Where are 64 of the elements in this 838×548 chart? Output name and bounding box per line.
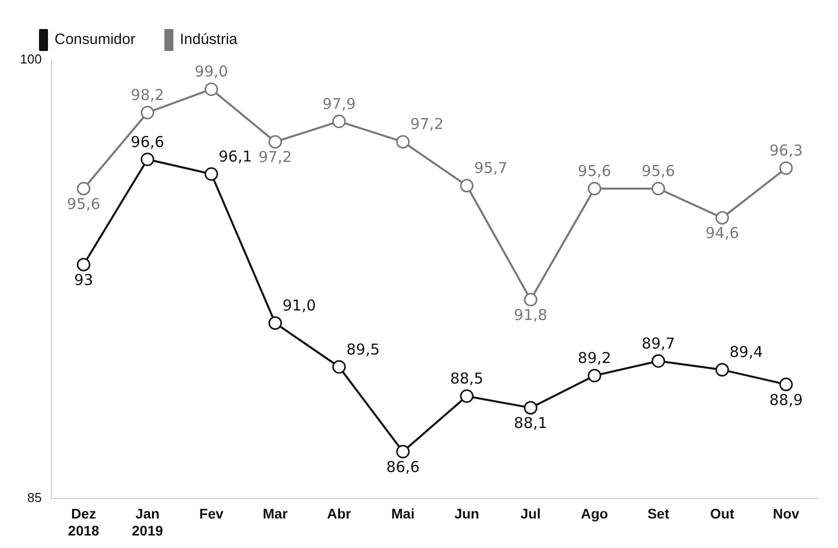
point (396, 135, 410, 149)
x-tick-label: Abr (326, 506, 352, 522)
data-label: 96,3 (769, 142, 803, 160)
data-label: 86,6 (386, 458, 420, 476)
data-label: 96,6 (130, 132, 164, 151)
point (396, 444, 410, 458)
point (140, 152, 154, 166)
point (715, 363, 729, 377)
x-tick-label: Ago (580, 506, 608, 522)
point (652, 182, 666, 196)
y-tick-label: 85 (27, 490, 42, 505)
point (140, 106, 154, 120)
data-label: 89,4 (730, 343, 763, 362)
x-tick-label: Jul (520, 506, 541, 522)
data-label: 93 (74, 270, 94, 289)
data-label: 95,6 (642, 162, 676, 180)
data-label: 91,0 (282, 296, 316, 314)
data-label: 89,5 (346, 340, 380, 358)
point (715, 211, 729, 225)
data-label: 95,6 (578, 162, 612, 180)
legend-label: Indústria (180, 31, 238, 48)
x-tick-label: Nov (772, 506, 800, 522)
point (779, 161, 793, 175)
point (524, 292, 538, 306)
point (76, 182, 90, 196)
x-tick-label: Set (647, 506, 670, 522)
point (460, 389, 474, 403)
data-label: 97,2 (258, 148, 292, 166)
data-label: 95,6 (66, 194, 100, 213)
data-label: 88,1 (514, 414, 548, 432)
data-label: 94,6 (706, 224, 739, 242)
point (268, 316, 282, 330)
data-label: 89,7 (642, 334, 676, 352)
data-label: 96,1 (218, 147, 252, 166)
point (76, 258, 90, 272)
data-label: 97,9 (322, 94, 356, 113)
point (332, 360, 346, 374)
point (779, 378, 793, 392)
point (332, 114, 346, 128)
data-label: 91,8 (514, 306, 548, 324)
x-tick-label: Fev (199, 506, 224, 522)
point (652, 354, 666, 368)
x-tick-label: Mai (391, 506, 415, 522)
data-label: 88,5 (450, 369, 484, 388)
data-label: 89,2 (578, 349, 612, 368)
data-label: 98,2 (130, 86, 164, 104)
point (524, 401, 538, 415)
y-tick-label: 100 (20, 52, 42, 67)
point (204, 82, 218, 96)
x-tick-label: Dez 2018 (68, 506, 100, 538)
point (204, 167, 218, 181)
point (588, 182, 602, 196)
x-tick-label: Jan 2019 (132, 506, 164, 538)
data-label: 88,9 (769, 390, 803, 409)
point (588, 368, 602, 382)
data-label: 97,2 (410, 115, 444, 134)
data-label: 95,7 (474, 159, 508, 178)
x-tick-label: Jun (454, 506, 480, 522)
x-tick-label: Mar (262, 506, 288, 522)
data-label: 99,0 (194, 62, 228, 81)
point (268, 135, 282, 149)
point (460, 178, 474, 192)
x-tick-label: Out (710, 506, 735, 522)
legend-label: Consumidor (54, 31, 136, 48)
